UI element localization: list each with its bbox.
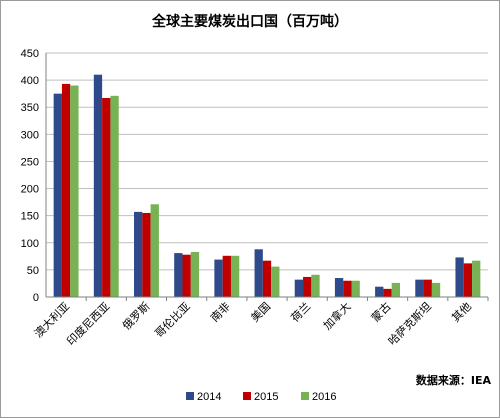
bar-2014	[254, 249, 263, 297]
x-category-label: 俄罗斯	[120, 300, 153, 333]
bar-2014	[375, 286, 384, 297]
x-category-label: 南非	[208, 300, 233, 325]
y-tick-label: 300	[21, 129, 39, 141]
legend-swatch-2016	[301, 392, 309, 400]
y-tick-label: 0	[33, 292, 39, 304]
bar-2015	[343, 280, 352, 297]
legend-swatch-2015	[243, 392, 251, 400]
y-tick-label: 350	[21, 102, 39, 114]
y-tick-label: 50	[27, 265, 39, 277]
x-category-label: 其他	[449, 300, 474, 325]
legend-label: 2016	[312, 391, 336, 403]
bar-2016	[190, 251, 200, 297]
bar-2016	[431, 282, 441, 297]
bars	[53, 74, 481, 298]
bar-2014	[415, 279, 424, 297]
y-tick-label: 100	[21, 238, 39, 250]
bar-2015	[383, 288, 392, 297]
bar-2014	[134, 211, 143, 297]
y-tick-label: 450	[21, 48, 39, 60]
x-category-label: 美国	[248, 300, 273, 325]
y-tick-label: 200	[21, 184, 39, 196]
bar-2015	[102, 98, 111, 297]
legend: 2014 2015 2016	[186, 391, 336, 403]
bar-2015	[222, 255, 231, 297]
grid	[46, 52, 488, 298]
y-axis-ticks: 0 50 100 150 200 250 300 350 400 450	[21, 48, 39, 304]
bar-2016	[391, 282, 400, 297]
bar-2014	[174, 253, 183, 297]
bar-2015	[262, 260, 272, 297]
bar-2015	[182, 254, 191, 297]
x-category-label: 哥伦比亚	[152, 299, 193, 340]
bar-2016	[230, 255, 240, 297]
bar-2016	[110, 95, 119, 297]
x-category-label: 印度尼西亚	[64, 299, 113, 348]
bar-2014	[53, 93, 62, 298]
bar-2015	[61, 83, 71, 297]
x-category-label: 荷兰	[289, 300, 314, 325]
bar-2016	[311, 274, 320, 297]
bar-2016	[472, 260, 481, 297]
bar-2015	[142, 212, 151, 297]
x-category-label: 哈萨克斯坦	[385, 299, 434, 348]
x-category-label: 澳大利亚	[31, 299, 72, 340]
legend-swatch-2014	[186, 392, 194, 400]
bar-2014	[93, 74, 103, 297]
x-category-label: 加拿大	[320, 299, 353, 332]
bar-2014	[334, 278, 344, 297]
legend-label: 2015	[254, 391, 278, 403]
bar-2016	[150, 204, 159, 297]
bar-2016	[271, 266, 280, 297]
bar-2016	[351, 280, 360, 297]
legend-label: 2014	[197, 391, 221, 403]
source-note: 数据来源：IEA	[416, 373, 492, 387]
chart-title: 全球主要煤炭出口国（百万吨）	[151, 13, 348, 30]
bar-2014	[455, 257, 464, 297]
y-tick-label: 150	[21, 211, 39, 223]
bar-2016	[70, 85, 79, 298]
bar-2014	[214, 259, 223, 297]
y-tick-label: 250	[21, 156, 39, 168]
bar-2015	[303, 276, 312, 297]
bar-2015	[463, 263, 473, 297]
bar-2015	[423, 279, 432, 297]
x-category-label: 蒙古	[369, 300, 394, 325]
bar-2014	[294, 279, 304, 297]
y-tick-label: 400	[21, 75, 39, 87]
